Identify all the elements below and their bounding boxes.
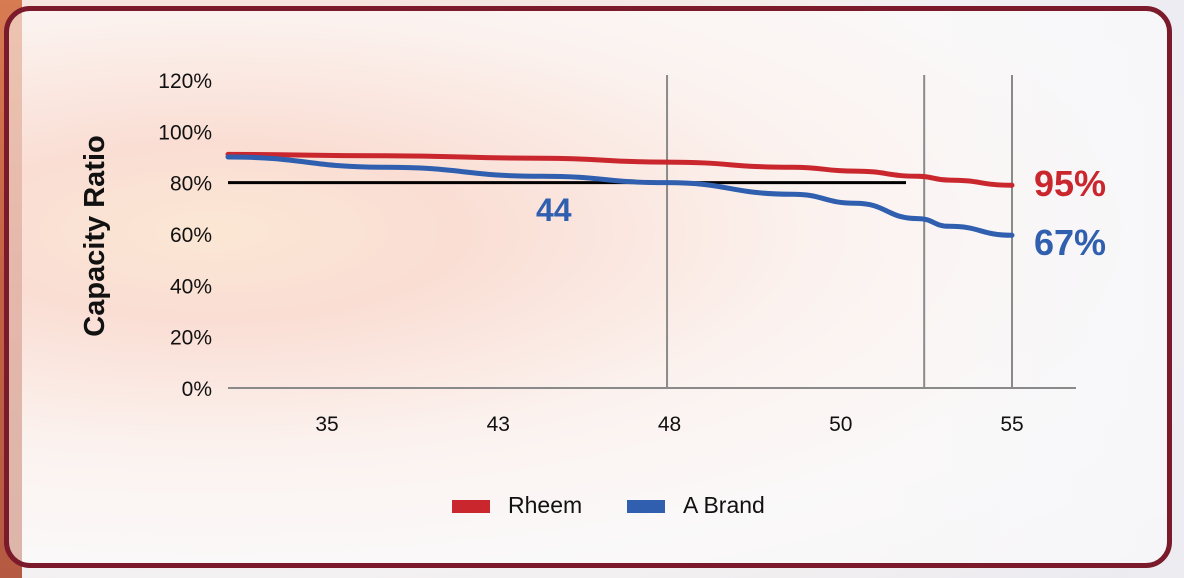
legend-label: Rheem [508, 492, 582, 518]
x-tick-label: 55 [1000, 413, 1023, 436]
legend-label: A Brand [683, 492, 765, 518]
data-labels: 95% 67% 44 [536, 163, 1106, 263]
x-tick-label: 43 [487, 413, 510, 436]
y-tick-label: 20% [170, 327, 212, 350]
y-tick-label: 120% [158, 70, 212, 93]
y-tick-label: 80% [170, 173, 212, 196]
chart-card [4, 6, 1172, 568]
legend-swatch [452, 500, 490, 513]
end-value-label: 95% [1034, 163, 1106, 204]
y-tick-label: 0% [182, 378, 212, 401]
y-axis-ticks: 0% 20% 40% 60% 80% 100% 120% [158, 70, 212, 401]
vertical-lines [666, 75, 1013, 388]
y-tick-label: 60% [170, 224, 212, 247]
legend: Rheem A Brand [452, 492, 765, 518]
series-line-rheem [225, 151, 1015, 188]
y-axis-label: Capacity Ratio [79, 135, 111, 336]
series-line-a-brand [225, 154, 1015, 238]
x-axis-ticks: 35 43 48 50 55 [315, 413, 1023, 436]
crossing-label: 44 [536, 192, 572, 228]
end-value-label: 67% [1034, 222, 1106, 263]
x-tick-label: 48 [658, 413, 681, 436]
x-tick-label: 35 [315, 413, 338, 436]
x-tick-label: 50 [829, 413, 852, 436]
legend-swatch [627, 500, 665, 513]
y-tick-label: 100% [158, 121, 212, 144]
y-tick-label: 40% [170, 275, 212, 298]
series-lines [225, 151, 1015, 238]
